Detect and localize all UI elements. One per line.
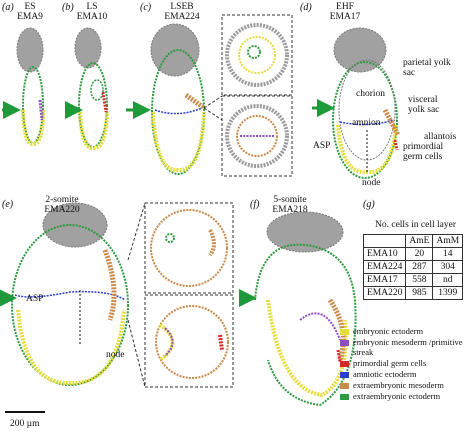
panel-label: (f)	[250, 199, 260, 210]
legend-item: extraembryonic ectoderm	[340, 390, 474, 402]
table-cell: 304	[432, 260, 464, 274]
legend-label: embryonic mesoderm /primitive streak	[353, 337, 463, 357]
annotation: node	[106, 350, 125, 360]
sample-label: EMA17	[329, 12, 361, 22]
legend-item: embryonic ectoderm	[340, 326, 474, 337]
legend-swatch	[340, 371, 349, 378]
sample-label: EMA218	[272, 205, 308, 215]
table-cell: 14	[432, 247, 464, 261]
legend-item: amniotic ectoderm	[340, 368, 474, 380]
stage-label: LSEB	[170, 2, 194, 12]
legend-label: extraembryonic mesoderm	[353, 379, 444, 390]
legend-swatch	[340, 360, 349, 367]
legend-item: embryonic mesoderm /primitive streak	[340, 337, 474, 357]
panel-label: (e)	[2, 199, 14, 210]
panel-label: (a)	[2, 2, 14, 13]
annotation: chorion	[356, 89, 386, 99]
stage-label: 5-somite	[273, 195, 307, 205]
table-cell	[362, 234, 407, 248]
stage-label: EHF	[336, 2, 354, 12]
stage-label: ES	[24, 2, 36, 12]
table-cell: 20	[405, 247, 434, 261]
panel-label: (b)	[62, 2, 74, 13]
table-cell: 558	[405, 273, 434, 287]
panel-label: (g)	[363, 199, 375, 210]
table-cell: 985	[405, 286, 434, 300]
legend-swatch	[340, 329, 349, 335]
stage-label: 2-somite	[45, 195, 79, 205]
legend-item: primordial germ cells	[340, 357, 474, 369]
sample-label: EMA220	[44, 205, 80, 215]
column-header: AmE	[405, 234, 434, 248]
annotation: node	[362, 178, 381, 188]
arrows	[0, 99, 335, 307]
stage-label: LS	[86, 2, 98, 12]
legend: embryonic ectoderm embryonic mesoderm /pr…	[340, 326, 474, 403]
annotation: visceral yolk sac	[408, 95, 440, 115]
table-title: No. cells in cell layer	[375, 220, 456, 230]
table-cell: EMA224	[362, 260, 407, 274]
panel-label: (d)	[300, 2, 312, 13]
panel-label: (c)	[140, 2, 152, 13]
embryos	[11, 14, 401, 407]
sample-label: EMA224	[164, 12, 200, 22]
legend-label: embryonic ectoderm	[353, 326, 424, 336]
table-row: EMA10 20 14	[362, 247, 464, 261]
legend-swatch	[340, 393, 349, 400]
sample-label: EMA9	[17, 12, 43, 22]
table-header: AmE AmM	[362, 234, 464, 248]
table-cell: EMA17	[362, 273, 407, 287]
column-header: AmM	[432, 234, 464, 248]
annotation: ASP	[26, 294, 44, 304]
scale-bar-label: 200 µm	[10, 419, 40, 429]
legend-label: primordial germ cells	[353, 357, 427, 368]
legend-item: extraembryonic mesoderm	[340, 379, 474, 391]
annotation: primordial germ cells	[403, 142, 444, 162]
legend-label: extraembryonic ectoderm	[353, 390, 441, 401]
legend-swatch	[340, 382, 349, 389]
legend-swatch	[340, 340, 349, 346]
annotation: amnion	[352, 118, 381, 128]
legend-label: amniotic ectoderm	[353, 368, 417, 379]
sample-label: EMA10	[76, 12, 108, 22]
table-cell: EMA10	[362, 247, 407, 261]
annotation: ASP	[313, 141, 331, 151]
annotation: allantois	[424, 132, 457, 142]
table-row: EMA224 287 304	[362, 260, 464, 274]
annotation: parietal yolk sac	[403, 58, 451, 78]
table-row: EMA220 985 1399	[362, 286, 464, 300]
table-cell: nd	[432, 273, 464, 287]
table-cell: 287	[405, 260, 434, 274]
table-cell: EMA220	[362, 286, 407, 300]
table-cell: 1399	[432, 286, 464, 300]
